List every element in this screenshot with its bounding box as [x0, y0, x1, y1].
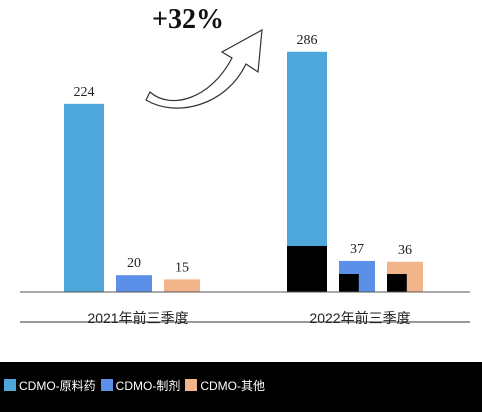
- growth-arrow-icon: [145, 28, 263, 109]
- legend-row: CDMO-原料药 CDMO-制剂 CDMO-其他: [4, 374, 265, 396]
- data-label-other-0: 15: [175, 260, 189, 275]
- bar-segment-api-1: [287, 246, 327, 292]
- legend-label-other: CDMO-其他: [200, 378, 266, 393]
- data-label-api-0: 224: [74, 85, 95, 100]
- legend-swatch-api: [4, 379, 16, 391]
- legend-label-api: CDMO-原料药: [19, 378, 96, 393]
- legend-item-other: CDMO-其他: [185, 377, 265, 394]
- bar-segment-formulation-1: [339, 274, 359, 292]
- bar-other-0: [164, 279, 200, 292]
- data-label-formulation-1: 37: [350, 242, 364, 257]
- legend-label-formulation: CDMO-制剂: [115, 378, 181, 393]
- x-tick-label-2022: 2022年前三季度: [309, 310, 411, 326]
- growth-callout: +32%: [152, 4, 224, 35]
- bar-api-0: [64, 103, 104, 292]
- data-label-formulation-0: 20: [127, 256, 141, 271]
- legend-swatch-formulation: [100, 379, 113, 391]
- x-tick-label-2021: 2021年前三季度: [87, 310, 189, 326]
- legend-swatch-other: [185, 379, 198, 391]
- data-label-api-1: 286: [297, 33, 318, 48]
- bar-segment-other-1: [387, 274, 407, 292]
- legend-item-api: CDMO-原料药: [4, 377, 96, 394]
- bar-formulation-0: [116, 275, 152, 292]
- legend: CDMO-原料药 CDMO-制剂 CDMO-其他: [0, 362, 482, 412]
- legend-item-formulation: CDMO-制剂: [100, 377, 181, 394]
- data-label-other-1: 36: [398, 243, 412, 258]
